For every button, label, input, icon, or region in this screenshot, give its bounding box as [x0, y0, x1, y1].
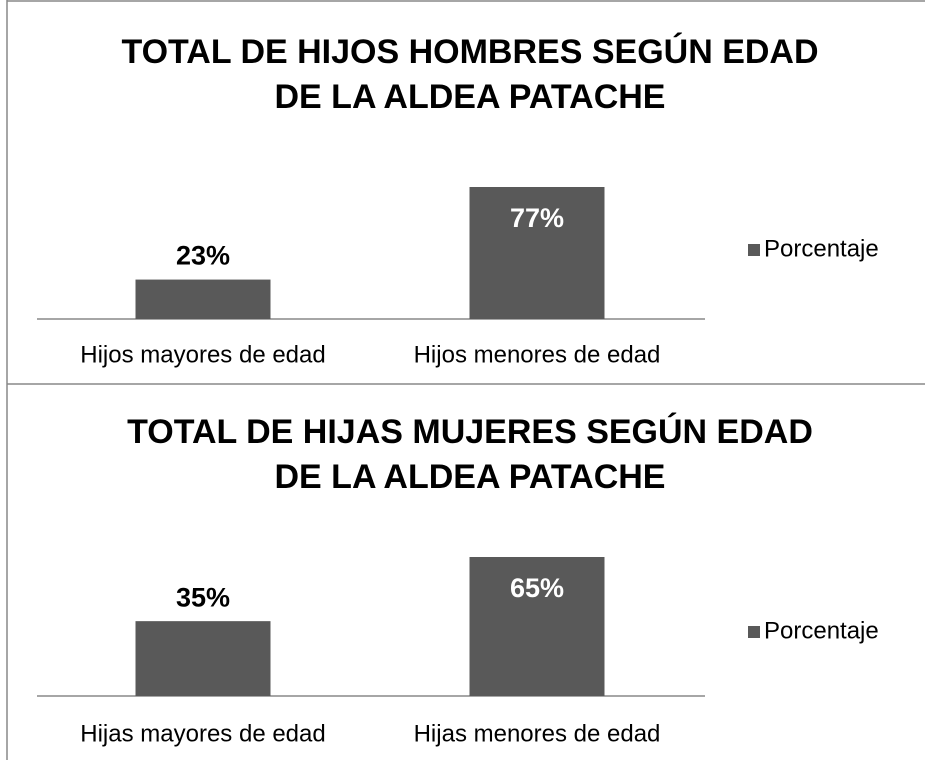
x-tick-label: Hijas mayores de edad — [80, 720, 325, 747]
x-tick-label: Hijos mayores de edad — [80, 341, 325, 368]
legend-swatch — [748, 244, 760, 256]
data-label: 35% — [176, 582, 230, 612]
data-label: 77% — [510, 203, 564, 233]
chart-title: TOTAL DE HIJAS MUJERES SEGÚN EDAD DE LA … — [127, 413, 813, 496]
legend-label: Porcentaje — [764, 617, 879, 644]
data-label: 23% — [176, 241, 230, 271]
legend-swatch — [748, 626, 760, 638]
x-tick-label: Hijas menores de edad — [414, 720, 661, 747]
chart-title: TOTAL DE HIJOS HOMBRES SEGÚN EDAD DE LA … — [121, 33, 819, 116]
bar — [135, 279, 271, 319]
bar — [469, 187, 605, 319]
bar — [469, 557, 605, 696]
bar — [135, 621, 271, 696]
x-tick-label: Hijos menores de edad — [414, 341, 661, 368]
data-label: 65% — [510, 573, 564, 603]
legend-label: Porcentaje — [764, 235, 879, 262]
